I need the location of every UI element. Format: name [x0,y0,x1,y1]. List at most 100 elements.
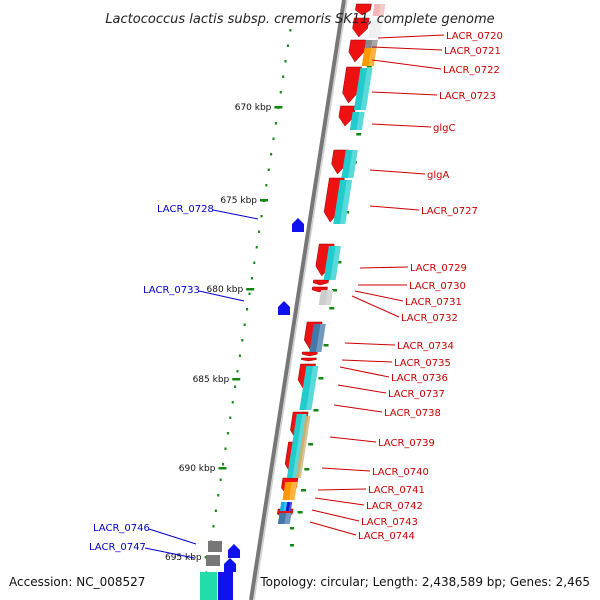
leader-line [321,467,371,472]
feature-bar-cyan-shade [306,366,319,410]
leader-line [339,366,390,378]
feature-tick [366,65,372,68]
blue-gene-0747 [224,558,236,572]
scale-dot [246,308,249,311]
feature-bar-cyan [286,414,307,478]
scale-major-tick [218,467,227,470]
feature-tick [313,409,319,412]
scale-dot [272,137,275,140]
scale-dot [222,463,225,466]
scale-dot [286,44,289,47]
scale-label: 670 kbp [235,103,272,113]
scale-dot [214,509,217,512]
feature-tick [329,307,335,310]
feature-bar-cyan-shade [330,246,341,280]
gene-label: LACR_0727 [421,206,478,217]
gene-label: LACR_0740 [372,467,429,478]
feature-bar-steel-shade [284,513,292,524]
feature-bar-cyan-shade [360,68,373,110]
leader-line [371,46,443,51]
feature-tick [356,133,362,136]
gene-label: LACR_0737 [388,389,445,400]
feature-bar-orange-shade [289,482,298,500]
leader-line [369,169,426,175]
feature-bar-cyan [323,246,341,280]
leader-line [369,205,420,211]
scale-dot [289,29,292,32]
leader-line [371,91,438,96]
scale-label: 675 kbp [220,196,257,206]
cds-arrow [338,105,356,127]
feature-bar-cyan [333,180,353,224]
gene-label: LACR_0738 [384,408,441,419]
feature-bar-light [368,20,383,38]
scale-dot [234,385,237,388]
scale-dot [241,339,244,342]
scale-label: 690 kbp [179,464,216,474]
feature-bar-gray [206,555,220,566]
feature-bar-cyan [353,68,373,110]
scale-dot [219,478,222,481]
cds-arrow [312,279,329,286]
leader-line [148,528,197,545]
feature-bar-blue [279,502,289,511]
accession-text: Accession: NC_008527 [9,575,145,589]
gene-label: LACR_0722 [443,65,500,76]
scale-label: 680 kbp [207,285,244,295]
cds-arrow [342,66,362,104]
feature-bar-steel [309,324,326,352]
leader-line [371,123,432,128]
scale-dot [229,416,232,419]
scale-dot [253,261,256,264]
gene-label: LACR_0728 [157,204,214,215]
scale-dot [236,370,239,373]
gene-label: LACR_0723 [439,91,496,102]
scale-dot [243,323,246,326]
leader-line [337,384,387,394]
scale-major-tick [232,378,241,381]
scale-dot [265,184,268,187]
scale-dot [231,401,234,404]
gene-label: LACR_0733 [143,285,200,296]
gene-labels: LACR_0720 LACR_0721 LACR_0722 LACR_0723 glgC… [89,31,503,559]
feature-bar-darkblue [285,502,293,511]
leader-line [359,266,409,269]
scale-dot [258,230,261,233]
leader-line [144,547,195,559]
gene-label: LACR_0742 [366,501,423,512]
gene-label: LACR_0730 [409,281,466,292]
feature-bar-blue [218,572,233,600]
scale-label: 685 kbp [193,375,230,385]
scale-dot [224,447,227,450]
feature-bar-gray-shade [371,40,378,48]
feature-bar-cyan-shade [348,150,358,178]
cds-arrow [355,3,372,16]
feature-tick [308,443,314,446]
backbone-highlight [253,0,348,600]
feature-bar-tan-shade [298,416,311,478]
gene-label: LACR_0739 [378,438,435,449]
feature-tick [336,261,342,264]
blue-gene-0746 [228,544,240,558]
gene-track [200,3,386,600]
map-title: Lactococcus lactis subsp. cremoris SK11,… [105,12,494,27]
leader-line [351,295,400,318]
gene-label: LACR_0731 [405,297,462,308]
gene-label: LACR_0747 [89,542,146,553]
gene-label: LACR_0736 [391,373,448,384]
leader-line [333,404,383,413]
leader-line [371,59,442,70]
leader-line [341,359,393,363]
scale-dot [279,91,282,94]
gene-label: glgC [433,123,455,134]
blue-gene-0728 [292,218,304,232]
scale-dot [267,168,270,171]
gene-label: LACR_0744 [358,531,415,542]
feature-tick [301,489,307,492]
scale-dot [255,246,258,249]
feature-bar-orange-shade [368,48,377,66]
feature-bar-steel-shade [316,324,326,352]
gene-label: glgA [427,170,449,181]
kbp-scale: 670 kbp 675 kbp 680 kbp 685 kbp 690 kbp 695 k… [165,29,292,590]
feature-bar-cyan [299,366,319,410]
